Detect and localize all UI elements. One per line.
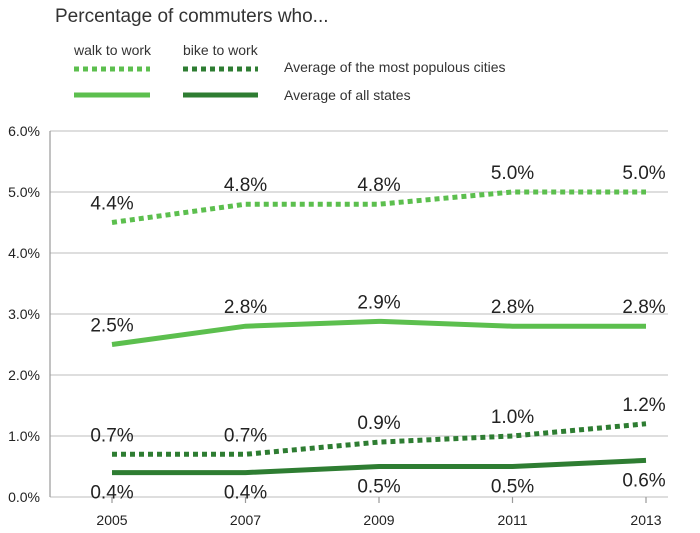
- data-label: 2.9%: [357, 292, 400, 313]
- data-label: 5.0%: [491, 163, 534, 184]
- data-label: 1.0%: [491, 407, 534, 428]
- x-tick-label: 2013: [630, 512, 661, 528]
- series-line-0: [111, 189, 646, 225]
- data-label: 0.9%: [357, 413, 400, 434]
- data-label: 2.5%: [90, 316, 133, 337]
- legend-column-bike: bike to work: [183, 42, 259, 58]
- data-label: 5.0%: [622, 163, 665, 184]
- y-tick-label: 5.0%: [8, 184, 40, 200]
- data-label: 0.5%: [357, 477, 400, 498]
- data-label: 2.8%: [491, 297, 534, 318]
- data-label: 0.4%: [90, 483, 133, 504]
- legend-column-walk: walk to work: [73, 42, 152, 58]
- data-label: 0.7%: [224, 425, 267, 446]
- data-label: 4.8%: [224, 175, 267, 196]
- gridlines: [50, 130, 668, 498]
- data-label: 1.2%: [622, 395, 665, 416]
- series-line-1: [111, 318, 646, 347]
- data-label: 0.4%: [224, 483, 267, 504]
- x-tick-label: 2007: [230, 512, 261, 528]
- legend: walk to work bike to work Average of the…: [73, 42, 506, 103]
- x-tick-label: 2011: [497, 512, 527, 528]
- legend-row-all-states: Average of all states: [284, 87, 411, 103]
- y-tick-label: 1.0%: [8, 428, 40, 444]
- y-tick-label: 0.0%: [8, 489, 40, 505]
- data-label: 2.8%: [622, 297, 665, 318]
- data-label: 0.6%: [622, 470, 665, 491]
- y-tick-label: 4.0%: [8, 245, 40, 261]
- data-label: 4.4%: [90, 194, 133, 215]
- data-labels: 4.4% 4.8% 4.8% 5.0% 5.0% 2.5% 2.8% 2.9% 2.8% 2.8%…: [90, 163, 665, 504]
- series-line-2: [112, 421, 647, 457]
- data-label: 0.7%: [90, 425, 133, 446]
- y-tick-label: 2.0%: [8, 367, 40, 383]
- data-label: 2.8%: [224, 297, 267, 318]
- x-tick-label: 2005: [96, 512, 127, 528]
- series-lines: [111, 189, 647, 476]
- data-label: 4.8%: [357, 175, 400, 196]
- x-axis: 2005 2007 2009 2011 2013: [96, 497, 662, 528]
- x-tick-label: 2009: [363, 512, 394, 528]
- y-tick-label: 6.0%: [8, 123, 40, 139]
- y-tick-label: 3.0%: [8, 306, 40, 322]
- y-axis: 0.0% 1.0% 2.0% 3.0% 4.0% 5.0% 6.0%: [8, 123, 51, 505]
- data-label: 0.5%: [491, 477, 534, 498]
- legend-row-populous-cities: Average of the most populous cities: [284, 59, 506, 75]
- chart-title: Percentage of commuters who...: [55, 6, 329, 27]
